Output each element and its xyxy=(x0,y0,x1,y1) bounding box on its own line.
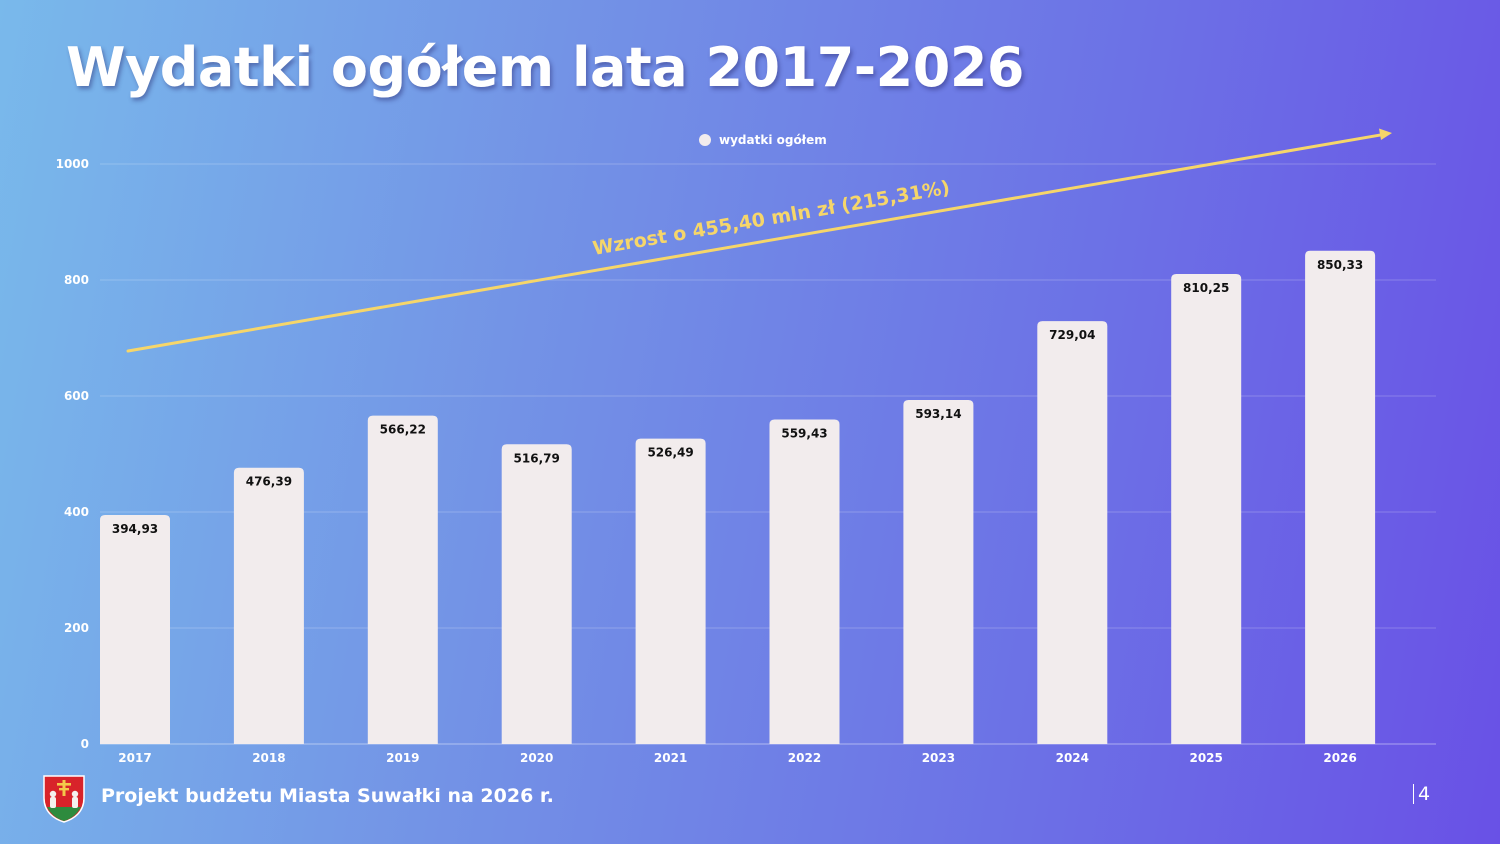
growth-arrow-head xyxy=(1379,128,1392,140)
x-tick-label: 2026 xyxy=(1323,751,1356,765)
data-label-2024: 729,04 xyxy=(1049,328,1095,342)
x-tick-label: 2017 xyxy=(118,751,151,765)
y-tick-label: 600 xyxy=(64,389,89,403)
bar-2024 xyxy=(1037,321,1108,744)
y-tick-label: 1000 xyxy=(56,157,89,171)
y-tick-label: 200 xyxy=(64,621,89,635)
y-tick-label: 0 xyxy=(81,737,89,751)
data-label-2017: 394,93 xyxy=(112,522,158,536)
data-label-2025: 810,25 xyxy=(1183,281,1229,295)
data-label-2018: 476,39 xyxy=(246,475,292,489)
data-label-2020: 516,79 xyxy=(514,451,560,465)
page-number: 4 xyxy=(1413,784,1430,804)
slide-title: Wydatki ogółem lata 2017-2026 xyxy=(66,36,1024,99)
y-tick-label: 800 xyxy=(64,273,89,287)
bar-2017 xyxy=(100,514,170,744)
x-tick-label: 2020 xyxy=(520,751,553,765)
bar-2023 xyxy=(903,399,974,744)
x-axis-ticks: 2017 2018 2019 2020 2021 2022 2023 2024 2025 2026 xyxy=(118,751,1357,765)
bar-2022 xyxy=(769,419,840,744)
bar-2021 xyxy=(635,438,706,744)
bar-2025 xyxy=(1171,274,1242,744)
legend: wydatki ogółem xyxy=(699,133,827,147)
bars: 394,93 476,39 566,22 516,79 526,49 559,43 593,… xyxy=(100,250,1376,744)
x-tick-label: 2021 xyxy=(654,751,687,765)
growth-arrow-line xyxy=(126,132,1390,353)
x-tick-label: 2025 xyxy=(1189,751,1222,765)
x-tick-label: 2022 xyxy=(788,751,821,765)
data-label-2022: 559,43 xyxy=(781,427,827,441)
x-tick-label: 2024 xyxy=(1056,751,1089,765)
data-label-2019: 566,22 xyxy=(380,423,426,437)
x-tick-label: 2018 xyxy=(252,751,285,765)
data-label-2021: 526,49 xyxy=(647,446,693,460)
y-axis-ticks: 0 200 400 600 800 1000 xyxy=(56,157,89,751)
x-tick-label: 2019 xyxy=(386,751,419,765)
bar-2019 xyxy=(367,415,438,744)
data-label-2026: 850,33 xyxy=(1317,258,1363,272)
bar-2026 xyxy=(1305,250,1376,744)
x-tick-label: 2023 xyxy=(922,751,955,765)
footer-text: Projekt budżetu Miasta Suwałki na 2026 r… xyxy=(101,785,554,807)
bar-2018 xyxy=(233,467,304,744)
data-label-2023: 593,14 xyxy=(915,407,961,421)
bar-2020 xyxy=(501,444,572,744)
y-tick-label: 400 xyxy=(64,505,89,519)
legend-label: wydatki ogółem xyxy=(719,133,827,147)
coat-of-arms-logo xyxy=(43,775,85,823)
legend-marker xyxy=(699,134,711,146)
